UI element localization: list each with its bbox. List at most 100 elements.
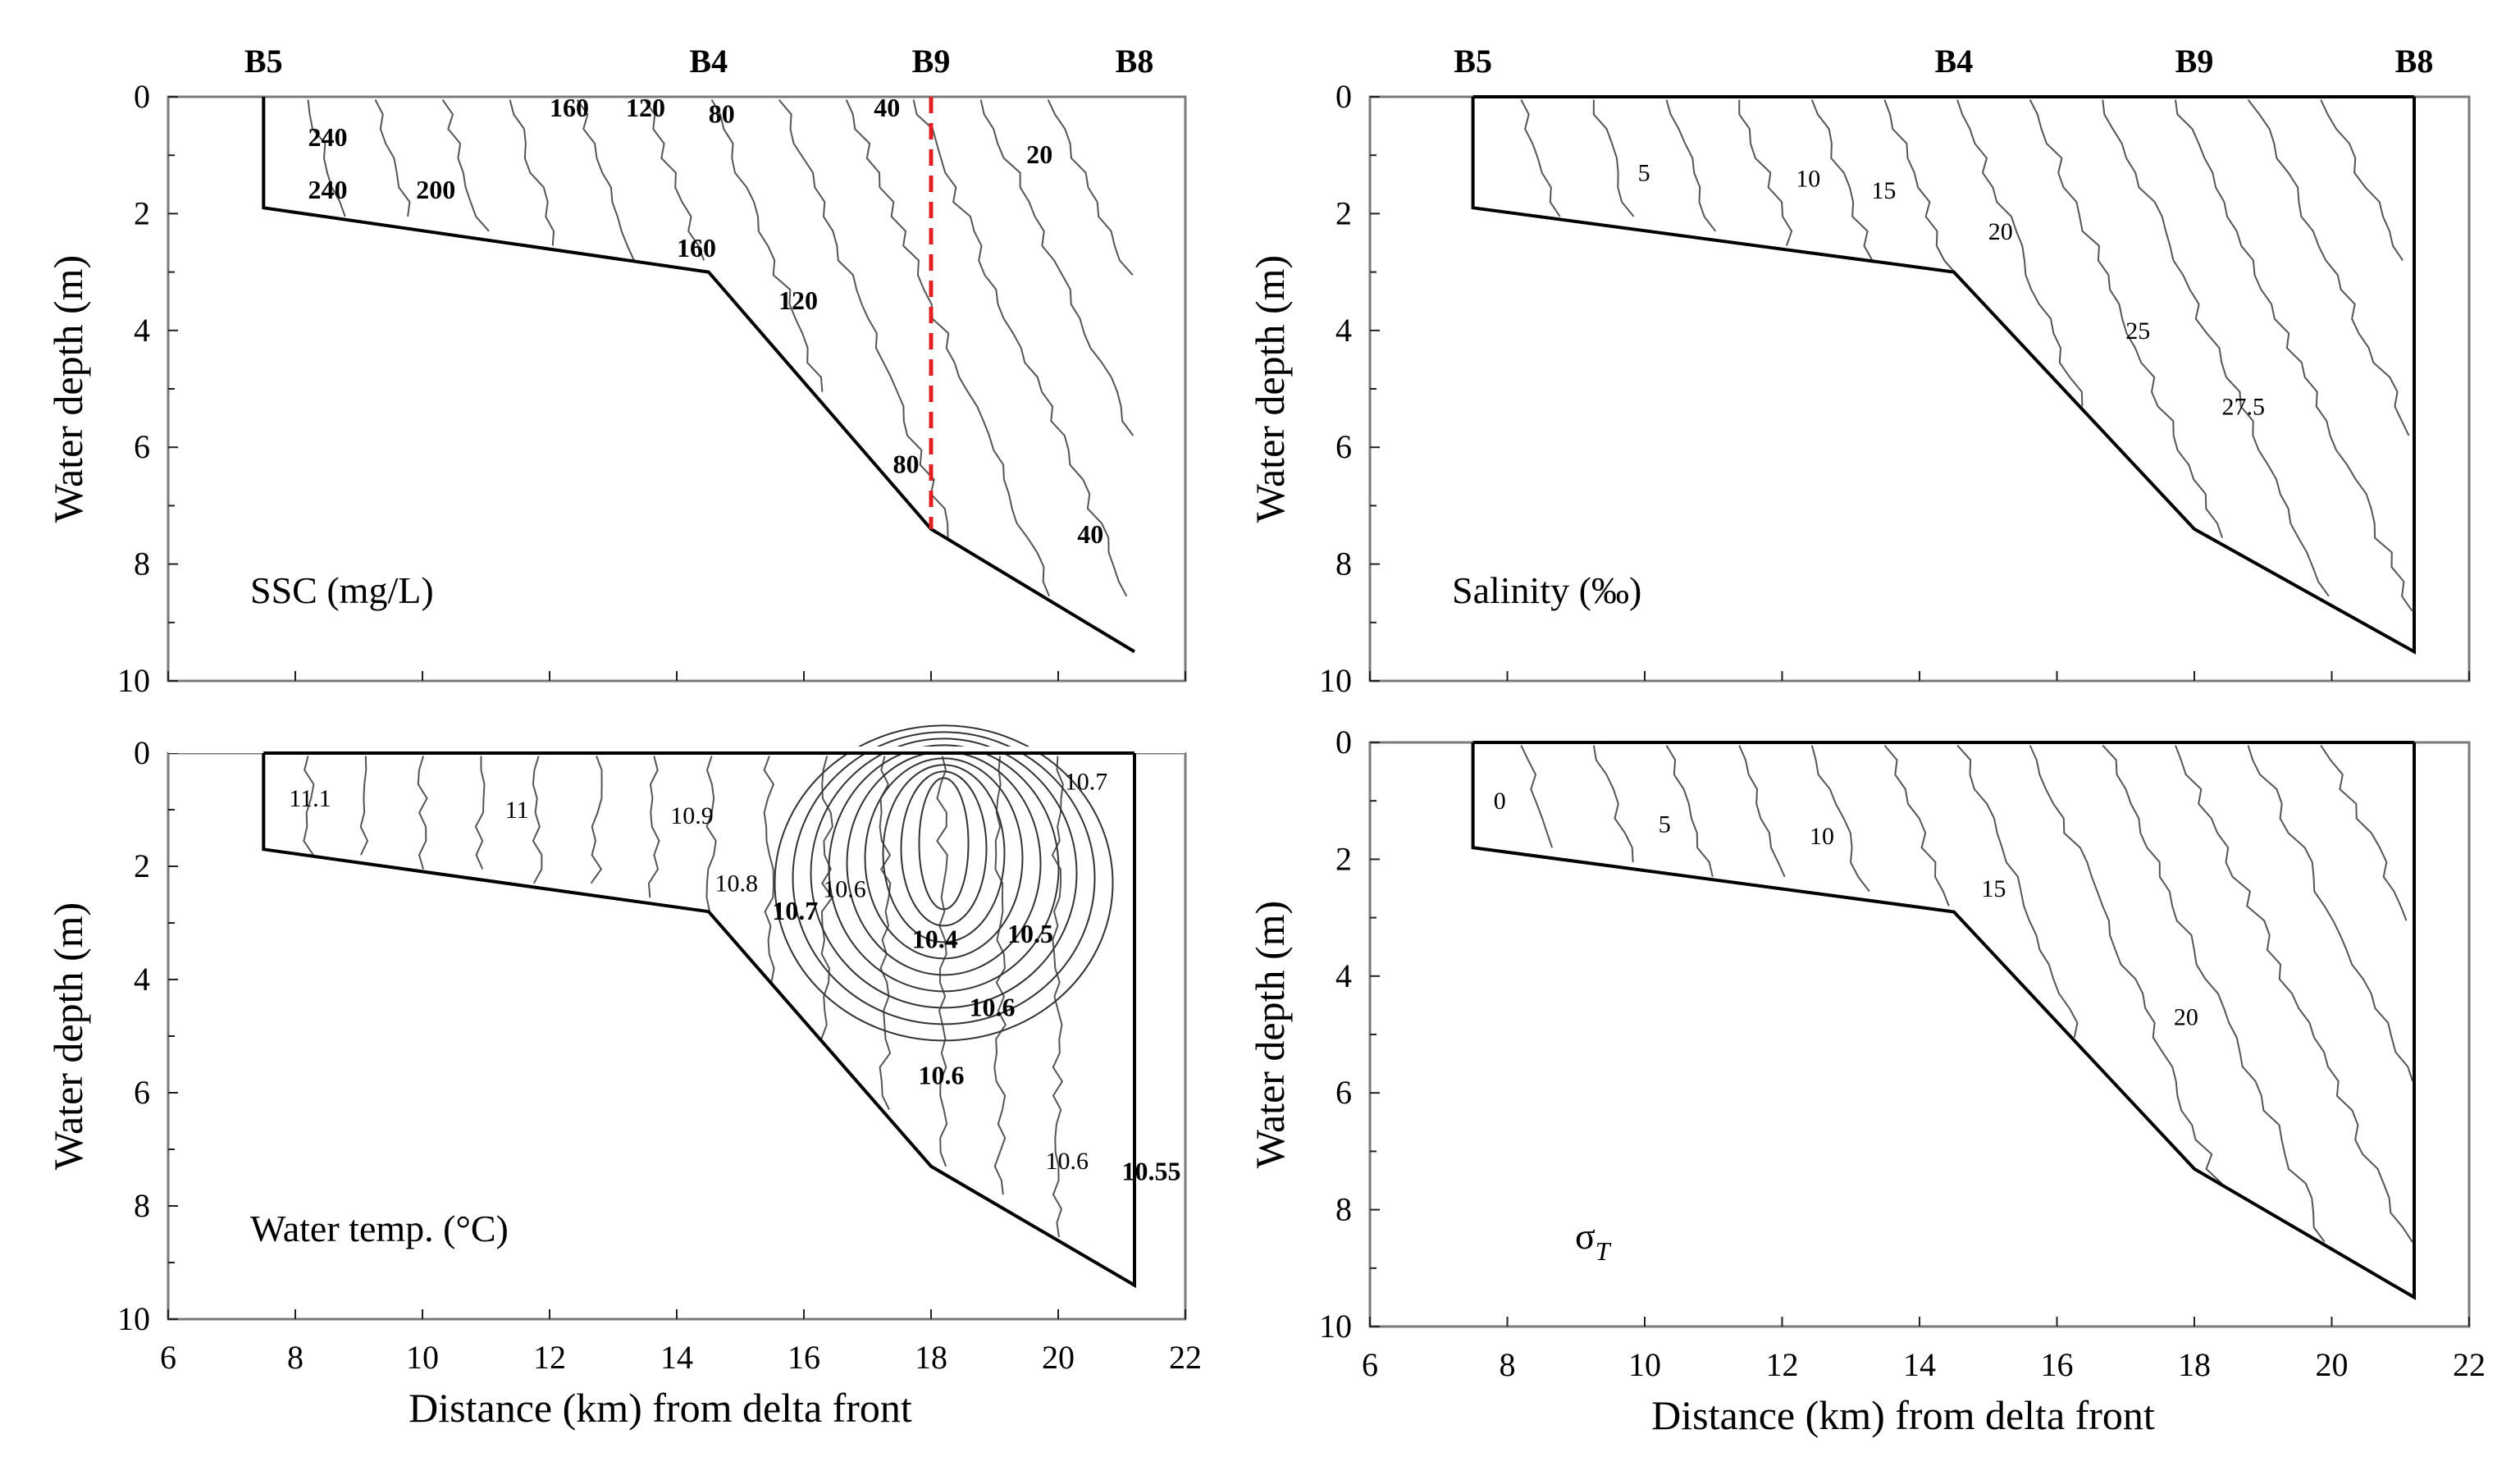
station-label-b9: B9 <box>2175 43 2214 80</box>
contour-label: 15 <box>1981 875 2006 902</box>
contour-label: 15 <box>1871 177 1896 204</box>
temperature-core-contour <box>828 744 1060 993</box>
station-label-b4: B4 <box>689 43 728 80</box>
contour-label: 11.1 <box>289 785 331 812</box>
y-tick-label: 0 <box>134 78 150 115</box>
contour-label: 160 <box>550 93 589 122</box>
contour-line <box>359 756 369 856</box>
contour-line <box>1956 744 2079 1038</box>
contour-line <box>2247 745 2414 1082</box>
contour-line <box>2102 99 2330 597</box>
panel-ssc: 0 2 4 6 8 10 Water depth (m) B5 B4 B9 B8 160 120 80 40… <box>45 43 1187 699</box>
x-tick-label: 14 <box>1903 1346 1936 1383</box>
section-boundary <box>1471 97 2416 655</box>
x-axis-title: Distance (km) from delta front <box>409 1385 912 1431</box>
y-tick-label: 8 <box>1335 1191 1352 1228</box>
x-tick-label: 6 <box>1362 1346 1378 1383</box>
y-tick-label: 6 <box>1335 428 1352 465</box>
contour-line <box>643 99 705 261</box>
contour-label: 5 <box>1638 160 1650 187</box>
temperature-core-contour <box>882 764 1006 943</box>
contour-line <box>532 756 543 884</box>
variable-label: SSC (mg/L) <box>250 569 434 611</box>
contour-line <box>441 99 490 232</box>
station-label-b5: B5 <box>244 43 283 80</box>
contour-label: 80 <box>709 98 735 128</box>
contour-line <box>509 99 555 246</box>
contour-label: 10.9 <box>670 802 714 829</box>
plot-frame <box>1368 741 2471 1328</box>
y-tick-label: 6 <box>1335 1074 1352 1111</box>
station-label-b8: B8 <box>1116 43 1154 80</box>
variable-label: Water temp. (°C) <box>250 1208 509 1249</box>
contour-line <box>1883 99 1958 276</box>
y-tick-label: 0 <box>1335 78 1352 115</box>
y-tick-label: 10 <box>1319 1308 1352 1345</box>
contour-line <box>1047 99 1134 276</box>
contour-label: 10.7 <box>772 896 818 925</box>
station-label-b9: B9 <box>912 43 951 80</box>
section-boundary <box>262 753 1136 1289</box>
y-tick-label: 4 <box>134 312 150 349</box>
variable-subscript: T <box>1596 1236 1612 1266</box>
y-tick-label: 4 <box>1335 957 1352 994</box>
y-axis-title: Water depth (m) <box>45 902 91 1170</box>
x-tick-label: 16 <box>788 1339 820 1376</box>
contour-label: 10.7 <box>1065 769 1108 796</box>
contour-label: 20 <box>1988 218 2013 245</box>
contour-label: 0 <box>1494 788 1506 815</box>
contour-label: 10.6 <box>970 993 1016 1022</box>
section-boundary <box>262 97 1136 654</box>
contour-label: 160 <box>677 233 716 263</box>
x-tick-label: 10 <box>1628 1346 1661 1383</box>
y-tick-label: 0 <box>134 734 150 771</box>
x-tick-label: 12 <box>1766 1346 1799 1383</box>
y-tick-label: 8 <box>134 546 150 582</box>
contour-line <box>912 99 1128 597</box>
x-tick-label: 8 <box>1500 1346 1516 1383</box>
contour-line <box>936 756 948 1167</box>
temperature-core-contour <box>792 731 1096 1025</box>
x-tick-label: 10 <box>406 1339 439 1376</box>
contour-line <box>1738 745 1786 878</box>
station-label-b5: B5 <box>1454 43 1492 80</box>
variable-label: Salinity (‰) <box>1452 569 1641 611</box>
contour-line <box>1592 745 1634 863</box>
y-tick-label: 6 <box>134 1074 150 1111</box>
panel-salinity: 0 2 4 6 8 10 Water depth (m) B5 B4 B9 B8 5 10 15 20 25 2… <box>1247 43 2471 699</box>
y-axis-title: Water depth (m) <box>1247 255 1293 523</box>
contour-label: 10.5 <box>1007 919 1053 948</box>
station-label-b4: B4 <box>1935 43 1974 80</box>
x-tick-label: 6 <box>160 1339 176 1376</box>
contour-line <box>590 756 603 884</box>
contour-line <box>474 756 486 870</box>
contour-label: 80 <box>893 450 920 479</box>
contour-label: 240 <box>308 122 348 152</box>
contour-label: 20 <box>2174 1004 2198 1031</box>
x-tick-label: 20 <box>1042 1339 1075 1376</box>
contour-line <box>303 756 315 856</box>
contour-line <box>845 99 1051 597</box>
contour-label: 10.4 <box>912 925 958 954</box>
section-boundary <box>1471 742 2416 1300</box>
contour-line <box>2029 99 2224 538</box>
contour-line <box>307 99 346 217</box>
y-tick-label: 6 <box>134 428 150 465</box>
contour-line <box>374 99 411 217</box>
contour-line <box>879 756 892 1111</box>
x-tick-label: 14 <box>660 1339 693 1376</box>
y-tick-label: 4 <box>1335 312 1352 349</box>
contour-line <box>2320 99 2404 261</box>
contour-line <box>2102 744 2326 1243</box>
contour-label: 120 <box>626 93 665 122</box>
contour-line <box>778 98 949 538</box>
contour-line <box>705 756 717 912</box>
station-label-b8: B8 <box>2395 43 2434 80</box>
temperature-core-contour <box>864 757 1024 960</box>
contour-line <box>1520 99 1561 217</box>
contour-label: 200 <box>416 175 455 204</box>
y-tick-label: 10 <box>117 662 150 699</box>
contour-label: 10 <box>1810 823 1834 850</box>
x-tick-label: 8 <box>287 1339 304 1376</box>
x-axis-title: Distance (km) from delta front <box>1651 1392 2155 1438</box>
